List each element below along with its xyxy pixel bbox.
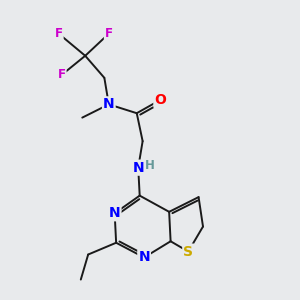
Text: F: F xyxy=(55,27,63,40)
Text: N: N xyxy=(132,161,144,175)
Text: N: N xyxy=(138,250,150,265)
Text: N: N xyxy=(109,206,121,220)
Text: F: F xyxy=(58,68,66,81)
Text: N: N xyxy=(103,98,115,111)
Text: F: F xyxy=(105,27,113,40)
Text: S: S xyxy=(183,244,193,259)
Text: H: H xyxy=(145,159,154,172)
Text: O: O xyxy=(154,93,166,107)
